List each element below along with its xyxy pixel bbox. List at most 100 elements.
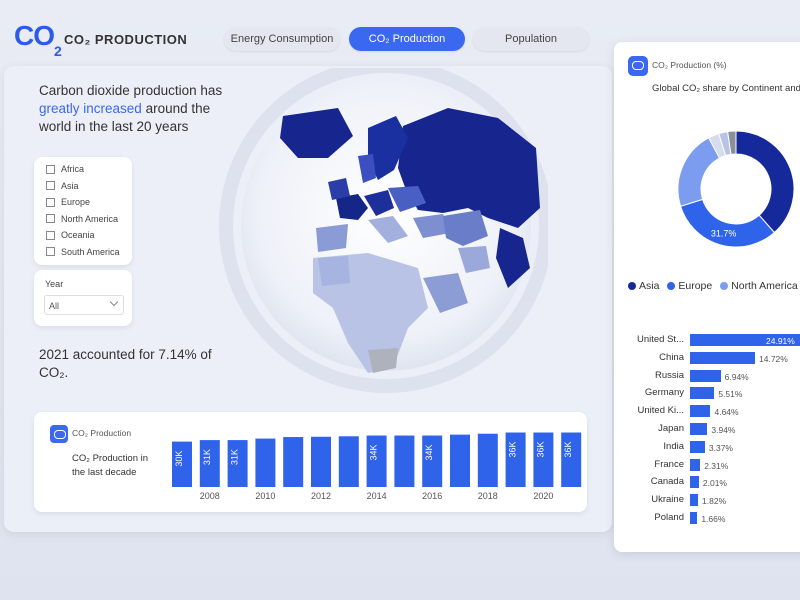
slice-europe bbox=[679, 198, 776, 248]
checkbox[interactable] bbox=[46, 230, 55, 240]
bar-2019 bbox=[505, 432, 526, 487]
country-bar-row[interactable]: Russia 6.94% bbox=[614, 369, 800, 382]
year-filter-card: Year All bbox=[34, 270, 132, 326]
intro-line2: around the world in the last 20 years bbox=[39, 101, 211, 134]
x-tick-2012: 2012 bbox=[311, 491, 331, 501]
country-value: 1.82% bbox=[702, 496, 727, 507]
year-label: Year bbox=[45, 279, 64, 289]
filter-south-america[interactable]: South America bbox=[46, 244, 132, 261]
country-bar bbox=[690, 334, 800, 346]
bar-label-2016: 34K bbox=[424, 445, 434, 461]
country-bar bbox=[690, 440, 705, 453]
country-bar-row[interactable]: Poland 1.66% bbox=[614, 512, 800, 524]
year-dropdown[interactable]: All bbox=[44, 295, 124, 315]
country-bar bbox=[690, 369, 721, 382]
country-bar-row[interactable]: Japan 3.94% bbox=[614, 423, 800, 435]
country-norway bbox=[358, 154, 376, 183]
country-value: 3.94% bbox=[711, 425, 736, 435]
country-bar-row[interactable]: China 14.72% bbox=[614, 351, 800, 364]
country-bar bbox=[690, 494, 699, 507]
country-bar bbox=[690, 387, 715, 400]
filter-europe[interactable]: Europe bbox=[46, 194, 132, 211]
bar-2016 bbox=[422, 435, 443, 487]
country-label: Germany bbox=[644, 387, 684, 399]
country-label: China bbox=[659, 351, 684, 363]
co2-logo: CO2 bbox=[14, 20, 62, 59]
decade-card-header: CO₂ Production bbox=[72, 428, 132, 438]
filter-north-america[interactable]: North America bbox=[46, 211, 132, 228]
checkbox[interactable] bbox=[46, 197, 55, 207]
country-bar-row[interactable]: United St... 24.91% bbox=[614, 334, 800, 346]
x-tick-2020: 2020 bbox=[533, 491, 553, 501]
checkbox[interactable] bbox=[46, 164, 55, 174]
bar-label-2008: 31K bbox=[202, 449, 212, 465]
country-bar-row[interactable]: Germany 5.51% bbox=[614, 387, 800, 400]
x-tick-2018: 2018 bbox=[478, 491, 498, 501]
country-balkans bbox=[368, 216, 408, 243]
chevron-down-icon bbox=[109, 297, 119, 307]
bar-2017 bbox=[450, 434, 470, 487]
bar-2009 bbox=[227, 440, 248, 487]
country-bar bbox=[690, 458, 701, 471]
donut-legend: Asia Europe North America bbox=[628, 280, 800, 293]
country-bar-row[interactable]: India 3.37% bbox=[614, 440, 800, 453]
header: CO2 CO₂ PRODUCTION Energy Consumption CO… bbox=[0, 0, 800, 70]
x-tick-2008: 2008 bbox=[200, 491, 220, 501]
country-label: United Ki... bbox=[637, 405, 684, 417]
bar-2007 bbox=[172, 441, 192, 487]
bar-2020 bbox=[533, 432, 554, 487]
country-saudi-arabia bbox=[423, 273, 468, 313]
country-value: 5.51% bbox=[718, 389, 743, 400]
tab-energy-consumption[interactable]: Energy Consumption bbox=[224, 27, 340, 51]
bar-2018 bbox=[477, 433, 498, 487]
slice-label-europe: 31.7% bbox=[711, 228, 737, 238]
country-value: 2.31% bbox=[704, 460, 729, 471]
x-tick-2016: 2016 bbox=[422, 491, 442, 501]
country-russia bbox=[398, 108, 540, 228]
tab-co2-production[interactable]: CO₂ Production bbox=[349, 27, 465, 51]
continent-filter: Africa Asia Europe North America Oceania… bbox=[34, 157, 132, 265]
tab-population[interactable]: Population bbox=[473, 27, 589, 51]
donut-title: Global CO₂ share by Continent and bbox=[652, 83, 800, 94]
checkbox[interactable] bbox=[46, 181, 55, 191]
country-bar-row[interactable]: France 2.31% bbox=[614, 458, 800, 471]
bar-2013 bbox=[338, 436, 359, 487]
year-dropdown-value: All bbox=[49, 301, 60, 311]
checkbox[interactable] bbox=[46, 247, 55, 257]
bar-2011 bbox=[283, 437, 304, 487]
legend-item-europe[interactable]: Europe bbox=[667, 280, 712, 292]
filter-asia[interactable]: Asia bbox=[46, 178, 132, 195]
filter-oceania[interactable]: Oceania bbox=[46, 227, 132, 244]
country-poland bbox=[388, 186, 426, 212]
country-bar-row[interactable]: United Ki... 4.64% bbox=[614, 405, 800, 418]
country-germany bbox=[364, 190, 394, 216]
checkbox[interactable] bbox=[46, 214, 55, 224]
country-algeria bbox=[318, 256, 350, 286]
legend-item-asia[interactable]: Asia bbox=[628, 280, 659, 292]
bar-2021 bbox=[561, 432, 582, 487]
globe-map[interactable] bbox=[218, 59, 553, 398]
filter-africa[interactable]: Africa bbox=[46, 161, 132, 178]
country-scandinavia bbox=[368, 116, 408, 180]
bar-2015 bbox=[394, 435, 415, 487]
country-china bbox=[496, 228, 530, 288]
country-bar bbox=[690, 512, 698, 524]
bar-label-2009: 31K bbox=[230, 449, 240, 465]
country-label: Canada bbox=[650, 476, 684, 488]
bar-label-2014: 34K bbox=[369, 445, 379, 461]
decade-chart-card: CO₂ Production CO₂ Production in the las… bbox=[34, 412, 587, 512]
country-bar bbox=[690, 423, 708, 435]
country-bar bbox=[690, 351, 755, 364]
country-value: 1.66% bbox=[701, 514, 726, 524]
country-label: Ukraine bbox=[651, 494, 684, 506]
legend-item-north-america[interactable]: North America bbox=[720, 280, 798, 292]
country-label: Poland bbox=[654, 512, 684, 523]
country-value: 14.72% bbox=[759, 353, 788, 364]
region-greenland bbox=[280, 108, 353, 158]
country-bar bbox=[690, 476, 699, 489]
x-tick-2014: 2014 bbox=[367, 491, 387, 501]
country-bar-row[interactable]: Canada 2.01% bbox=[614, 476, 800, 489]
slice-north-america bbox=[677, 137, 721, 207]
country-bar-row[interactable]: Ukraine 1.82% bbox=[614, 494, 800, 507]
intro-highlight: greatly increased bbox=[39, 101, 142, 116]
